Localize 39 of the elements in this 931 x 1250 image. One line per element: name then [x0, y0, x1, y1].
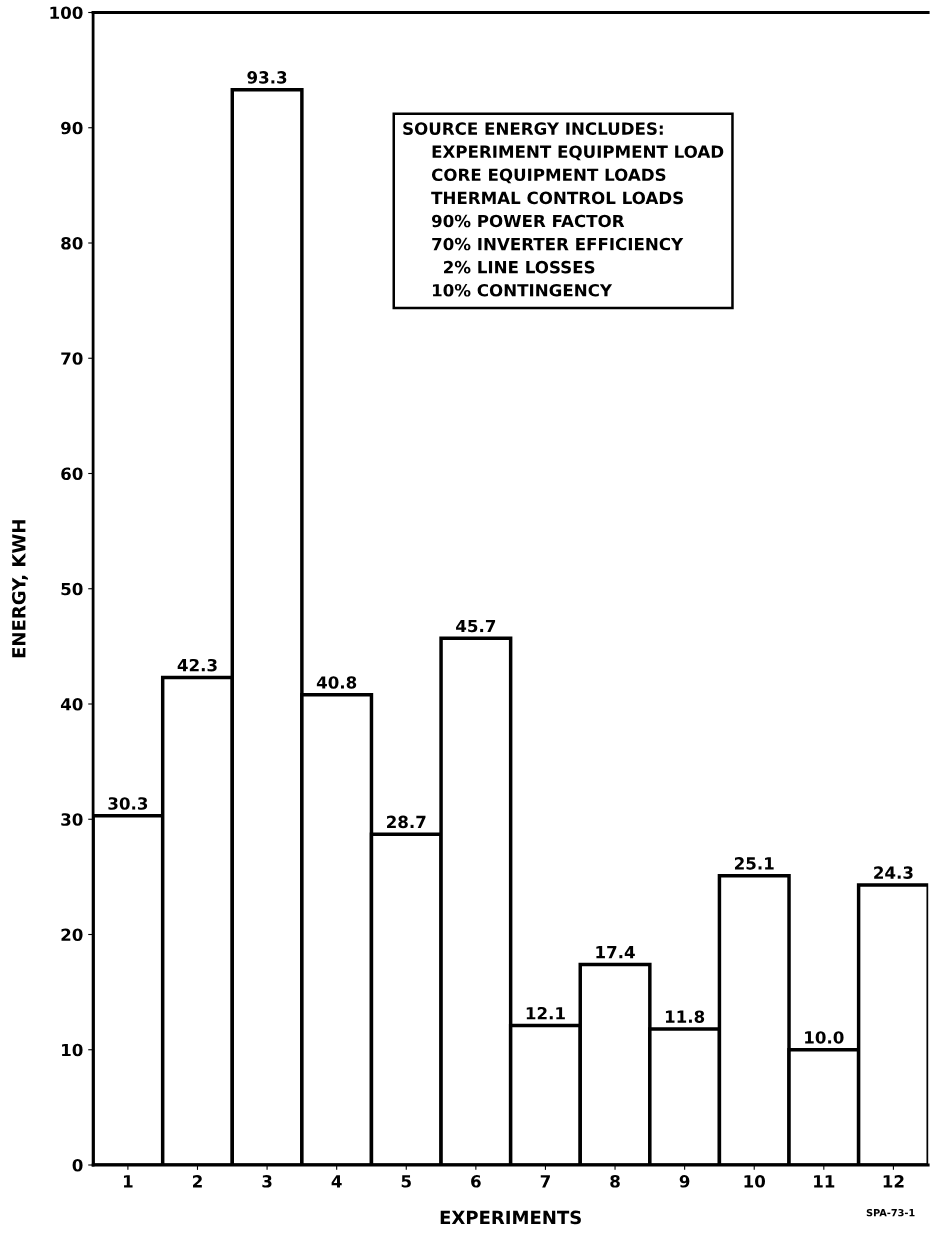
x-tick-label: 11 [814, 1175, 835, 1188]
data-label: 24.3 [874, 866, 913, 879]
y-tick-label: 50 [61, 582, 83, 596]
y-tick-label: 100 [50, 6, 83, 20]
x-tick-label: 10 [744, 1175, 766, 1188]
text: SPA-73-1 [866, 1208, 915, 1217]
data-label: 42.3 [177, 658, 217, 672]
y-tick-label: 90 [61, 121, 83, 135]
x-tick-label: 2 [193, 1175, 202, 1188]
data-label: 93.3 [247, 71, 287, 84]
x-tick-label: 8 [610, 1175, 620, 1188]
x-tick-label: 5 [401, 1175, 411, 1188]
y-tick-label: 80 [61, 236, 83, 250]
data-label: 17.4 [596, 946, 635, 959]
data-label: 28.7 [387, 815, 426, 829]
x-tick-label: 6 [471, 1175, 481, 1188]
y-axis-title: ENERGY, KWH [11, 520, 28, 658]
data-label: 45.7 [456, 619, 496, 633]
y-tick-label: 70 [61, 352, 83, 365]
x-tick-label: 1 [123, 1175, 133, 1188]
y-tick-label: 0 [72, 1158, 83, 1172]
x-tick-label: 7 [540, 1175, 550, 1188]
y-tick-label: 30 [61, 813, 83, 826]
data-label: 30.3 [108, 797, 148, 810]
x-tick-label: 3 [262, 1175, 272, 1188]
data-label: 11.8 [665, 1010, 705, 1023]
x-tick-label: 9 [679, 1175, 690, 1188]
data-label: 40.8 [316, 676, 357, 689]
data-label: 10.0 [805, 1031, 844, 1044]
y-tick-label: 20 [61, 928, 83, 942]
y-tick-label: 10 [62, 1043, 83, 1057]
x-axis-title: EXPERIMENTS [440, 1210, 581, 1225]
x-tick-label: 4 [331, 1175, 342, 1188]
data-label: 25.1 [734, 857, 774, 870]
data-label: 12.1 [526, 1006, 565, 1020]
annotation: SOURCE ENERGY INCLUDES: EXPERIMENT EQUIPMENT LOAD CORE EQUIPMENT LOADS THERMAL CONTROL LOADS 90% POWER FACTOR 70% INVERTER EFFICIENCY 2% LINE LOSSES 10% CONTINGENCY [403, 122, 724, 297]
y-tick-label: 60 [61, 467, 83, 481]
y-tick-label: 40 [60, 697, 83, 711]
x-tick-label: 12 [883, 1175, 904, 1188]
